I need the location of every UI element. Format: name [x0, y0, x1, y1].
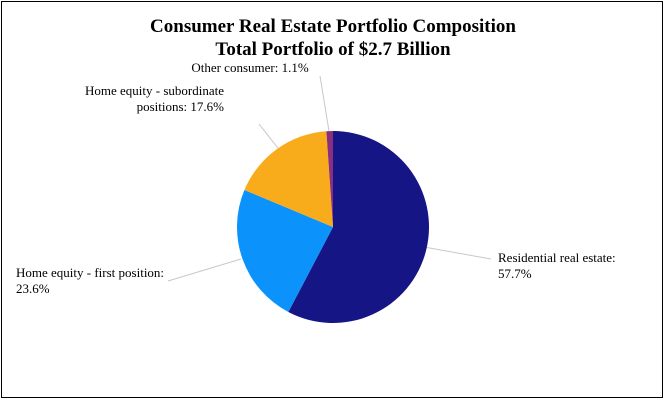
slice-label-residential-real-estate-line-2: 57.7% [498, 266, 532, 281]
slice-label-residential-real-estate: Residential real estate: [498, 250, 616, 265]
slice-label-home-equity-subordinate-positions-line-2: positions: 17.6% [137, 99, 225, 114]
leader-lines [167, 75, 492, 282]
chart-title: Consumer Real Estate Portfolio Compositi… [150, 16, 516, 37]
slice-label-home-equity-subordinate-positions: Home equity - subordinate [85, 83, 224, 98]
slice-label-home-equity-first-position-line-2: 23.6% [16, 281, 50, 296]
chart-subtitle: Total Portfolio of $2.7 Billion [215, 39, 451, 60]
slice-label-home-equity-first-position: Home equity - first position: [16, 265, 164, 280]
pie-slice-home-equity-first-position [236, 189, 333, 312]
leader-line-residential-real-estate [423, 246, 492, 260]
pie-slice-other-consumer [326, 131, 333, 227]
leader-line-other-consumer [319, 75, 330, 132]
pie-slices [236, 131, 430, 323]
pie-slice-residential-real-estate [288, 131, 430, 323]
slice-labels: Residential real estate:57.7% Home equity… [16, 60, 616, 296]
slice-label-other-consumer: Other consumer: 1.1% [191, 60, 309, 75]
pie-slice-home-equity-subordinate-positions [244, 131, 333, 227]
leader-line-home-equity-first-position [167, 258, 242, 282]
